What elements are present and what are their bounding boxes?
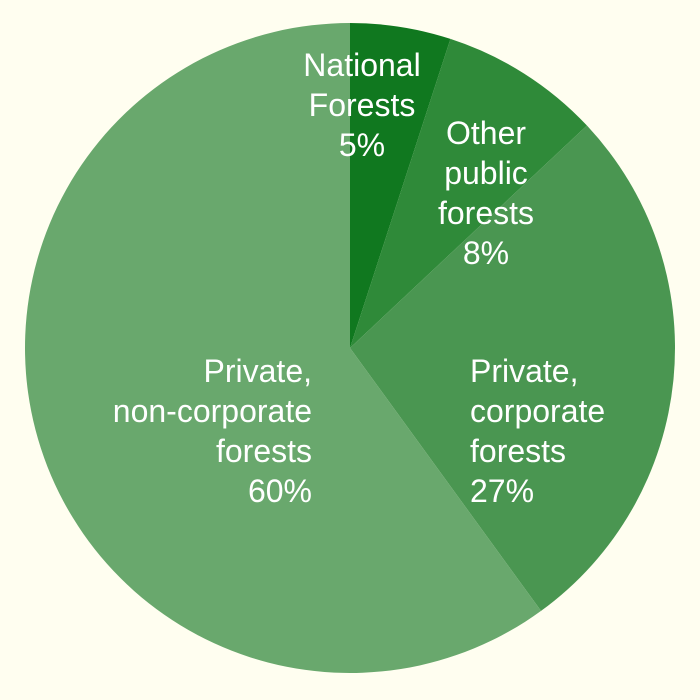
slice-label-line: Forests	[309, 87, 416, 123]
slice-label-4: Private, non-corporate forests 60%	[113, 353, 312, 509]
slice-label-line: Other	[446, 115, 526, 151]
slice-label-line: public	[444, 155, 528, 191]
pie-labels: National Forests 5% Other public forests 8% Pri…	[113, 47, 605, 509]
slice-label-line: Private,	[470, 353, 578, 389]
slice-label-line: National	[303, 47, 420, 83]
slice-label-line: forests	[438, 195, 534, 231]
pie-slice-3	[350, 125, 676, 611]
slice-label-line: forests	[470, 433, 566, 469]
slice-label-line: forests	[216, 433, 312, 469]
slice-label-line: non-corporate	[113, 393, 312, 429]
slice-label-line: 5%	[339, 127, 385, 163]
slice-label-line: corporate	[470, 393, 605, 429]
slice-label-line: 8%	[463, 235, 509, 271]
slice-label-line: 27%	[470, 473, 534, 509]
slice-label-line: 60%	[248, 473, 312, 509]
pie-slice-4	[24, 23, 542, 674]
slice-label-line: Private,	[204, 353, 312, 389]
pie-slice-1	[350, 23, 451, 348]
slice-label-2: Other public forests 8%	[438, 115, 534, 271]
pie-slices	[24, 23, 676, 674]
slice-label-3: Private, corporate forests 27%	[470, 353, 605, 509]
slice-label-1: National Forests 5%	[303, 47, 420, 163]
pie-slice-2	[350, 38, 587, 349]
